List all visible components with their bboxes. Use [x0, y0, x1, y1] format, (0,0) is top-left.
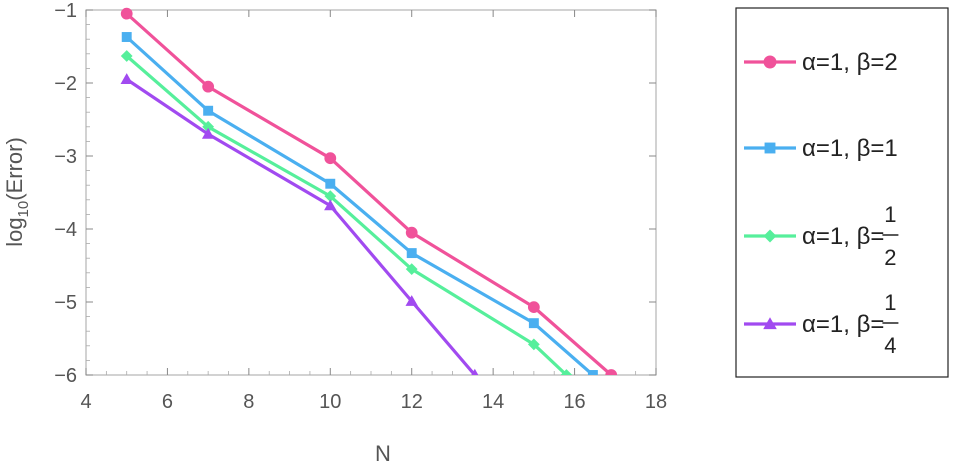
legend-fraction-denominator: 2 — [884, 245, 896, 270]
data-point — [471, 368, 479, 375]
y-tick-label: −6 — [54, 365, 77, 387]
series-3 — [120, 50, 573, 375]
data-point — [405, 226, 418, 239]
y-axis-label-rest: (Error) — [2, 137, 27, 201]
data-point — [202, 120, 215, 133]
y-tick-label: −5 — [54, 292, 77, 314]
legend-entry: α=1, β= 1 — [744, 135, 898, 162]
legend-marker — [764, 142, 776, 154]
series-line — [125, 54, 568, 375]
data-point — [324, 152, 337, 165]
series-group — [120, 7, 618, 375]
x-tick-label: 12 — [401, 391, 423, 413]
legend-value: 2 — [884, 49, 897, 76]
y-tick-label: −2 — [54, 73, 77, 95]
data-point — [202, 80, 215, 93]
legend-entry: α=1, β= 2 — [744, 49, 898, 76]
data-point — [527, 338, 540, 351]
legend-box — [735, 7, 949, 378]
data-point — [405, 263, 418, 276]
data-point — [325, 178, 336, 189]
legend: α=1, β= 2α=1, β= 1α=1, β=12α=1, β=14 — [744, 49, 899, 358]
x-tick-label: 10 — [319, 391, 341, 413]
legend-fraction-numerator: 1 — [884, 290, 896, 315]
legend-label: α=1, β= — [802, 135, 884, 162]
legend-label: α=1, β= — [802, 49, 884, 76]
data-point — [324, 190, 337, 203]
data-point — [560, 369, 573, 375]
plot-frame — [85, 9, 657, 376]
y-tick-label: −3 — [54, 146, 77, 168]
data-point — [120, 7, 133, 20]
data-point — [527, 301, 540, 313]
series-2 — [121, 32, 598, 375]
data-point — [605, 369, 618, 375]
x-tick-label: 6 — [162, 391, 173, 413]
x-tick-label: 14 — [482, 391, 504, 413]
data-point — [405, 295, 418, 306]
legend-marker — [763, 317, 777, 330]
data-point — [203, 105, 214, 116]
data-point — [120, 50, 133, 62]
data-point — [587, 370, 598, 375]
y-tick-label: −1 — [54, 0, 77, 22]
y-axis-label-sub: 10 — [15, 201, 32, 218]
x-axis-label: N — [375, 441, 391, 465]
series-line — [125, 12, 613, 375]
series-1 — [120, 7, 618, 375]
data-point — [201, 127, 215, 139]
data-point — [121, 32, 132, 42]
x-tick-label: 18 — [645, 391, 667, 413]
series-line — [125, 78, 477, 375]
legend-entry: α=1, β=1 4 — [744, 290, 899, 358]
legend-marker — [763, 229, 777, 243]
y-tick-label: −4 — [54, 219, 77, 241]
data-point — [324, 199, 337, 211]
axis-ticks: 4 6 8 10 12 14 16 18 −6 −5 −4 −3 −2 −1 — [54, 0, 667, 413]
legend-label: α=1, β= — [802, 311, 884, 338]
series-4 — [120, 73, 479, 375]
x-tick-label: 16 — [563, 391, 585, 413]
x-tick-label: 4 — [80, 391, 91, 413]
x-tick-label: 8 — [243, 391, 254, 413]
data-point — [120, 73, 133, 84]
legend-fraction-numerator: 1 — [884, 202, 896, 227]
data-point — [528, 318, 539, 329]
legend-value: 1 — [884, 135, 897, 162]
series-line — [125, 35, 594, 375]
legend-fraction-denominator: 4 — [884, 333, 896, 358]
y-axis-label: log10(Error) — [2, 137, 32, 247]
data-point — [406, 248, 417, 259]
legend-marker — [763, 55, 777, 69]
legend-entry: α=1, β=1 2 — [744, 202, 899, 270]
y-axis-label-base: log — [2, 217, 27, 246]
legend-label: α=1, β= — [802, 223, 884, 250]
